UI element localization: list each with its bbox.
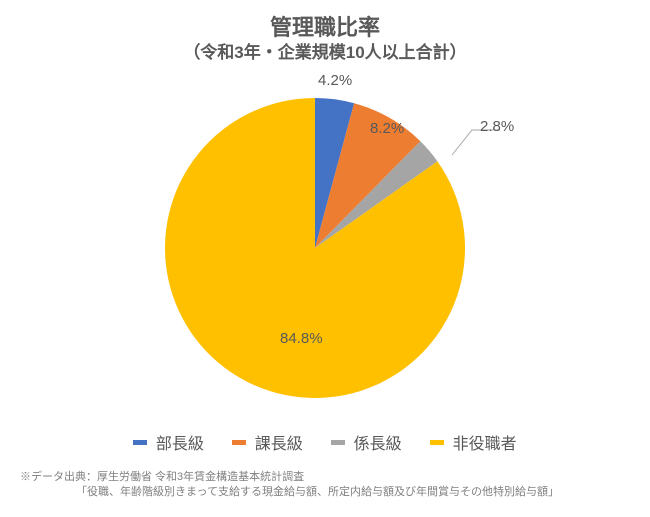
legend-item-0: 部長級 bbox=[133, 430, 203, 454]
footnote-line-2: 「役職、年齢階級別きまって支給する現金給与額、所定内給与額及び年間賞与その他特別… bbox=[20, 485, 559, 500]
slice-label-1: 8.2% bbox=[370, 120, 404, 137]
legend-swatch-2 bbox=[331, 440, 345, 445]
legend-label-1: 課長級 bbox=[255, 436, 303, 453]
slice-label-2: 2.8% bbox=[480, 118, 514, 135]
legend-label-0: 部長級 bbox=[156, 436, 204, 453]
legend-item-2: 係長級 bbox=[331, 430, 401, 454]
legend-swatch-1 bbox=[232, 440, 246, 445]
legend-swatch-3 bbox=[430, 440, 444, 445]
legend: 部長級 課長級 係長級 非役職者 bbox=[0, 430, 650, 454]
slice-label-0: 4.2% bbox=[318, 72, 352, 89]
legend-item-3: 非役職者 bbox=[430, 430, 516, 454]
legend-swatch-0 bbox=[133, 440, 147, 445]
legend-label-3: 非役職者 bbox=[453, 436, 517, 453]
slice-label-3: 84.8% bbox=[280, 330, 323, 347]
legend-label-2: 係長級 bbox=[354, 436, 402, 453]
legend-item-1: 課長級 bbox=[232, 430, 302, 454]
chart-container: 管理職比率 （令和3年・企業規模10人以上合計） 4.2% 8.2% 2.8% … bbox=[0, 0, 650, 517]
footnote-line-1: ※データ出典：厚生労働省 令和3年賃金構造基本統計調査 bbox=[20, 470, 559, 485]
footnote: ※データ出典：厚生労働省 令和3年賃金構造基本統計調査 「役職、年齢階級別きまっ… bbox=[20, 470, 559, 500]
